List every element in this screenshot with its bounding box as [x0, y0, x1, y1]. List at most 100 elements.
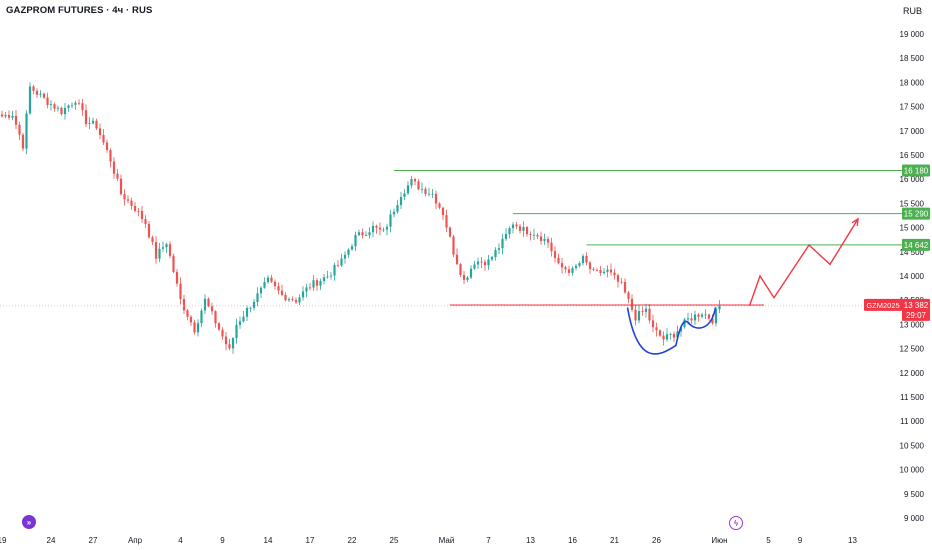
price-badge-value: 13 382	[904, 301, 929, 310]
time-axis[interactable]: 19 24 27 Апр 4 9 14 17 22 25 Май 7 13 16 21 26 Июн 5 9 13	[0, 536, 857, 545]
y-tick-label: 19 000	[900, 30, 925, 39]
candle-body	[193, 322, 196, 333]
y-tick-label: 18 000	[900, 78, 925, 87]
candle-body	[434, 193, 438, 204]
candle-body	[462, 275, 466, 280]
candle-body	[406, 185, 410, 194]
candle-body	[427, 193, 431, 195]
candle-body	[322, 277, 326, 281]
x-tick-label: 17	[306, 536, 315, 545]
level-badge-label: 16 180	[904, 166, 929, 175]
candle-body	[609, 269, 613, 273]
candle-body	[714, 309, 718, 324]
level-badge	[902, 238, 930, 251]
candle-body	[102, 135, 105, 143]
price-badge-timer: 29:07	[906, 311, 927, 320]
candle-body	[483, 262, 487, 266]
y-tick-label: 12 500	[900, 345, 925, 354]
candle-body	[574, 265, 578, 269]
candle-body	[11, 115, 14, 118]
candle-body	[4, 115, 7, 117]
candle-body	[63, 107, 67, 115]
candle-body	[123, 194, 126, 200]
y-tick-label: 9 500	[904, 490, 925, 499]
candle-body	[581, 255, 585, 264]
candle-body	[238, 321, 242, 325]
candle-body	[228, 344, 231, 349]
candle-body	[91, 120, 95, 124]
candle-body	[14, 115, 18, 125]
candle-body	[217, 323, 221, 330]
y-tick-label: 17 500	[900, 103, 925, 112]
candle-body	[25, 113, 28, 149]
bolt-icon[interactable]: ϟ	[729, 516, 743, 530]
candle-body	[312, 280, 315, 288]
price-badge	[902, 298, 930, 321]
candle-body	[410, 179, 413, 186]
candle-body	[487, 259, 490, 266]
candle-body	[637, 311, 641, 321]
candle-body	[343, 254, 347, 259]
candle-body	[263, 282, 266, 288]
candle-body	[704, 314, 707, 316]
candle-body	[35, 90, 39, 95]
candle-body	[466, 277, 469, 280]
candle-body	[431, 193, 434, 195]
candle-body	[340, 258, 343, 266]
candle-body	[242, 316, 245, 322]
candle-body	[595, 269, 599, 271]
candle-body	[585, 255, 588, 263]
candle-body	[347, 249, 350, 255]
candle-body	[648, 308, 651, 321]
candle-body	[32, 86, 35, 91]
candle-body	[259, 287, 263, 294]
chart-title: GAZPROM FUTURES · 4ч · RUS	[6, 5, 153, 16]
candle-body	[256, 293, 259, 302]
y-tick-label: 12 000	[900, 369, 925, 378]
candle-body	[200, 310, 203, 324]
candle-body	[452, 236, 455, 255]
candle-body	[88, 123, 91, 125]
candle-body	[308, 287, 312, 289]
x-tick-label: 9	[220, 536, 225, 545]
candle-body	[550, 242, 553, 252]
candle-body	[116, 173, 119, 179]
x-tick-label: Май	[439, 536, 455, 545]
candle-body	[707, 314, 711, 319]
candle-body	[672, 333, 676, 338]
candle-body	[644, 308, 648, 312]
candle-body	[21, 134, 25, 149]
y-tick-label: 16 000	[900, 175, 925, 184]
x-tick-label: 22	[348, 536, 357, 545]
candle-body	[382, 229, 385, 231]
replay-icon[interactable]: »	[22, 515, 36, 529]
y-tick-label: 18 500	[900, 54, 925, 63]
candle-body	[588, 262, 592, 270]
drawing-overlays	[0, 169, 902, 355]
x-tick-label: 19	[0, 536, 7, 545]
candle-body	[378, 227, 382, 230]
candle-body	[546, 238, 550, 243]
candle-body	[0, 114, 4, 117]
candle-body	[539, 236, 543, 241]
candle-body	[389, 214, 392, 227]
candle-body	[396, 205, 399, 212]
candle-body	[518, 226, 522, 231]
x-tick-label: 7	[486, 536, 491, 545]
candle-body	[224, 336, 228, 345]
candle-body	[448, 227, 452, 237]
candle-body	[319, 280, 322, 286]
candle-body	[620, 281, 623, 283]
price-axis[interactable]: 9 000 9 500 10 000 10 500 11 000 11 500 12 000…	[900, 30, 925, 523]
x-tick-label: Июн	[711, 536, 727, 545]
candle-body	[158, 248, 161, 259]
candle-body	[368, 232, 371, 236]
candle-body	[252, 301, 256, 308]
candle-body	[207, 298, 210, 307]
candle-body	[361, 232, 364, 236]
candle-body	[186, 310, 189, 317]
candle-body	[18, 124, 21, 135]
x-tick-label: 13	[848, 536, 857, 545]
